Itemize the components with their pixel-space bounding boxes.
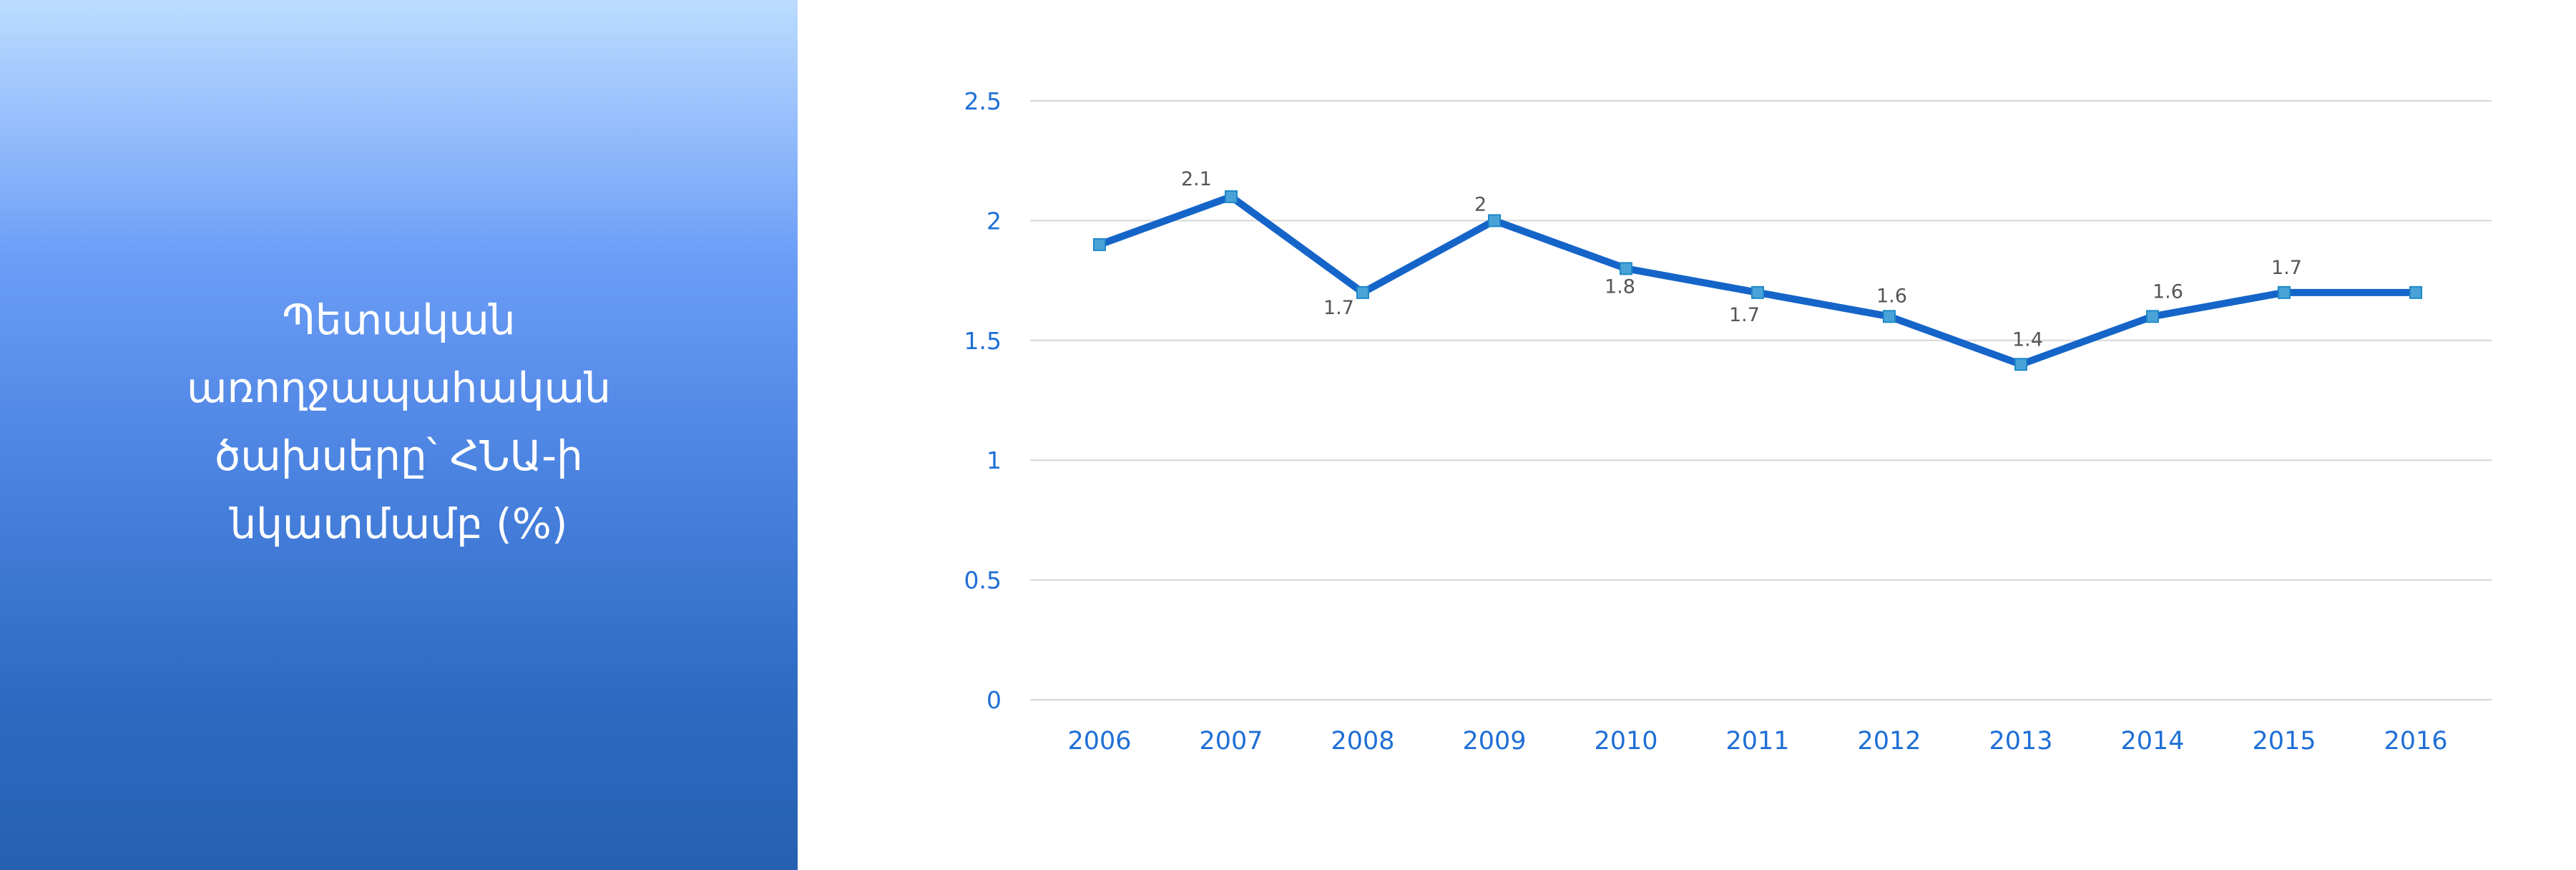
data-point xyxy=(1751,285,1764,299)
data-label: 2.1 xyxy=(1181,168,1212,190)
x-tick-label: 2013 xyxy=(1989,727,2052,756)
data-label: 1.7 xyxy=(1323,297,1354,319)
y-axis-ticks: 0 0.5 1 1.5 2 2.5 xyxy=(964,87,1001,714)
data-point xyxy=(2014,358,2027,371)
data-point xyxy=(2278,285,2291,299)
y-tick-label: 1.5 xyxy=(964,327,1001,355)
data-point xyxy=(1488,214,1501,228)
data-label: 1.4 xyxy=(2012,328,2043,351)
data-label: 1.6 xyxy=(2153,280,2183,303)
series-layer xyxy=(1096,192,2419,368)
data-point xyxy=(1620,262,1632,275)
data-label: 1.6 xyxy=(1876,285,1907,307)
x-tick-label: 2011 xyxy=(1725,727,1789,756)
data-label: 1.7 xyxy=(1729,304,1760,326)
title-panel: Պետական առողջապահական ծախսերը՝ ՀՆԱ-ի նկա… xyxy=(0,0,798,870)
x-axis-ticks: 2006 2007 2008 2009 2010 2011 2012 2013 2014 2015… xyxy=(1067,727,2447,756)
y-tick-label: 2.5 xyxy=(964,87,1001,115)
chart-title: Պետական առողջապահական ծախսերը՝ ՀՆԱ-ի նկա… xyxy=(0,286,798,558)
chart-title-line: Պետական xyxy=(282,295,516,344)
x-tick-label: 2012 xyxy=(1857,727,1921,756)
y-tick-label: 0.5 xyxy=(964,567,1001,595)
x-tick-label: 2008 xyxy=(1331,727,1394,756)
data-label: 1.7 xyxy=(2271,257,2302,279)
data-point xyxy=(1356,285,1369,299)
series-line xyxy=(1096,192,2419,368)
line-chart: 0 0.5 1 1.5 2 2.5 2006 2007 2008 2009 2010 2011 201… xyxy=(964,87,2492,756)
y-tick-label: 0 xyxy=(986,686,1001,714)
data-labels: 2.1 1.7 2 1.8 1.7 1.6 1.4 1.6 1.7 xyxy=(1181,168,2302,351)
data-point xyxy=(2409,285,2422,299)
data-point xyxy=(1225,190,1238,203)
chart-title-line: առողջապահական xyxy=(187,363,611,412)
x-tick-label: 2009 xyxy=(1462,727,1526,756)
chart-area: 0 0.5 1 1.5 2 2.5 2006 2007 2008 2009 2010 2011 201… xyxy=(798,0,2576,870)
data-label: 1.8 xyxy=(1605,275,1635,298)
x-tick-label: 2006 xyxy=(1067,727,1131,756)
data-point xyxy=(1883,310,1896,323)
x-tick-label: 2007 xyxy=(1199,727,1263,756)
chart-title-line: ծախսերը՝ ՀՆԱ-ի xyxy=(215,431,583,480)
chart-title-line: նկատմամբ (%) xyxy=(230,499,568,548)
x-tick-label: 2014 xyxy=(2120,727,2184,756)
y-tick-label: 2 xyxy=(986,207,1001,235)
data-label: 2 xyxy=(1474,193,1487,215)
gridlines xyxy=(1030,100,2492,700)
y-tick-label: 1 xyxy=(986,446,1001,474)
data-point xyxy=(2146,310,2159,323)
markers xyxy=(1093,190,2422,371)
data-point xyxy=(1093,238,1106,251)
x-tick-label: 2015 xyxy=(2252,727,2316,756)
x-tick-label: 2010 xyxy=(1594,727,1657,756)
x-tick-label: 2016 xyxy=(2384,727,2447,756)
